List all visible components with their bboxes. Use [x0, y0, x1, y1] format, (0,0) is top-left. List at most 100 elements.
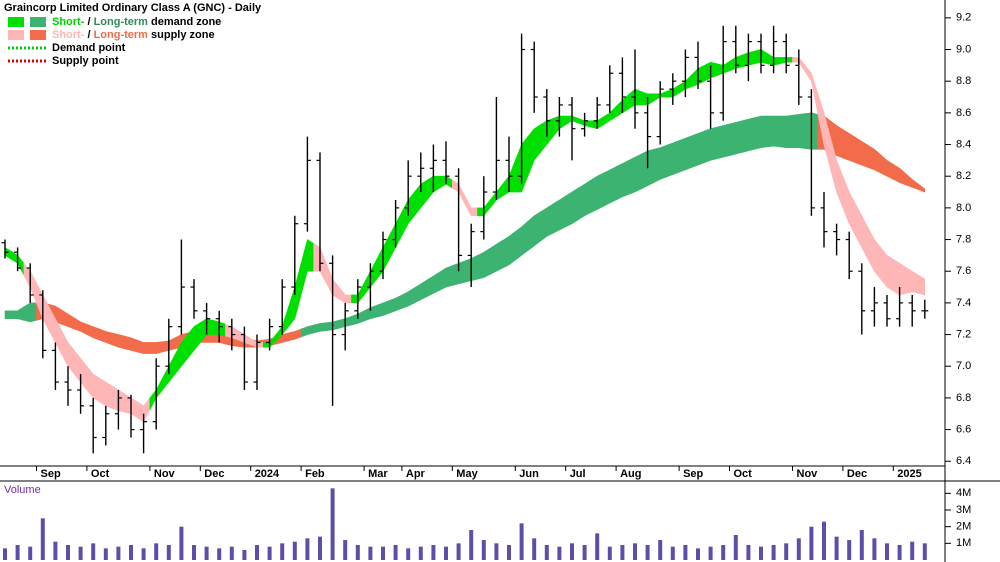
volume-bar	[696, 548, 700, 560]
x-tick-label: May	[456, 468, 478, 480]
volume-bar	[305, 538, 310, 560]
y-tick-label: 8.8	[956, 75, 971, 87]
zone-segment	[754, 115, 768, 150]
volume-bar	[53, 541, 58, 560]
volume-bar	[40, 518, 45, 560]
volume-bar	[469, 530, 474, 560]
zone-segment	[729, 120, 743, 156]
volume-bar	[532, 538, 537, 560]
legend-label-part: Short-	[52, 16, 85, 28]
volume-bar	[393, 545, 398, 560]
volume-bar	[746, 545, 751, 560]
volume-bar	[872, 538, 877, 560]
legend-label: Supply point	[52, 55, 119, 67]
volume-bar	[217, 548, 222, 560]
volume-bar	[129, 545, 133, 560]
volume-bar	[343, 540, 348, 560]
volume-bar	[796, 538, 801, 560]
y-tick-label: 8.2	[956, 170, 971, 182]
y-tick-label: 6.8	[956, 392, 971, 404]
volume-bar	[15, 545, 20, 560]
legend-label: Demand point	[52, 42, 126, 54]
y-tick-label: 2M	[956, 521, 971, 533]
volume-bar	[280, 543, 285, 560]
volume-bar	[192, 545, 196, 560]
volume-bar	[318, 536, 322, 560]
volume-bar	[582, 545, 587, 560]
volume-bar	[922, 543, 927, 560]
y-tick-label: 7.6	[956, 265, 971, 277]
x-tick-label: Dec	[204, 468, 224, 480]
legend-label-part: /	[84, 16, 93, 28]
volume-bar	[595, 533, 600, 560]
legend-label: Short- / Long-term demand zone	[52, 16, 221, 28]
volume-bar	[620, 545, 625, 560]
volume-bar	[330, 488, 335, 560]
x-tick-label: Sep	[41, 468, 61, 480]
x-tick-label: Nov	[797, 468, 819, 480]
volume-bar	[267, 546, 272, 560]
x-tick-label: Aug	[620, 468, 641, 480]
volume-bar	[154, 543, 159, 560]
zone-segment	[766, 115, 781, 148]
volume-bar	[28, 546, 33, 560]
volume-bar	[381, 546, 385, 560]
legend-label: Short- / Long-term supply zone	[52, 29, 215, 41]
volume-bar	[557, 546, 562, 560]
volume-bar	[771, 545, 776, 560]
y-tick-label: 3M	[956, 504, 971, 516]
zone-segment	[653, 144, 667, 184]
zone-segment	[666, 140, 680, 178]
x-tick-label: 2024	[255, 468, 280, 480]
zone-segment	[678, 135, 693, 173]
zone-segment	[603, 166, 617, 207]
legend-label-part: supply zone	[148, 29, 215, 41]
volume-bar	[481, 540, 486, 560]
zone-segment	[703, 126, 718, 164]
legend-label-part: Demand point	[52, 42, 126, 54]
volume-bar	[78, 546, 83, 560]
volume-bar	[418, 546, 423, 560]
x-tick-label: Oct	[734, 468, 753, 480]
chart-title: Graincorp Limited Ordinary Class A (GNC)…	[4, 2, 262, 14]
legend-swatch	[8, 17, 24, 27]
volume-bar	[570, 543, 574, 560]
zone-segment	[23, 302, 37, 323]
volume-bar	[141, 548, 146, 560]
volume-bar	[885, 543, 889, 560]
y-tick-label: 7.2	[956, 328, 971, 340]
x-tick-label: Apr	[406, 468, 426, 480]
x-tick-label: Dec	[847, 468, 867, 480]
zone-segment	[149, 341, 163, 354]
volume-bar	[292, 541, 297, 560]
price-bars	[1, 25, 929, 454]
zone-segment	[779, 114, 793, 148]
y-tick-label: 9.0	[956, 43, 971, 55]
volume-bar	[431, 545, 436, 560]
volume-bar	[204, 546, 209, 560]
volume-bar	[444, 546, 448, 560]
volume-bar	[910, 541, 915, 560]
x-tick-label: Sep	[683, 468, 703, 480]
y-tick-label: 6.4	[956, 455, 971, 467]
zone-segment	[918, 274, 926, 296]
volume-bar	[809, 526, 814, 560]
zone-segment	[590, 172, 604, 214]
volume-bar	[721, 545, 726, 560]
zone-segment	[628, 153, 642, 195]
volume-bar	[3, 548, 7, 560]
volume-bar	[834, 536, 839, 560]
y-tick-label: 4M	[956, 487, 971, 499]
y-tick-label: 7.4	[956, 297, 971, 309]
volume-bar	[897, 545, 902, 560]
y-tick-label: 9.2	[956, 12, 971, 24]
volume-title: Volume	[4, 484, 41, 496]
legend-label-part: Short-	[52, 29, 85, 41]
volume-bar	[494, 543, 499, 560]
volume-bar	[368, 546, 373, 560]
legend-label-part: Long-term	[94, 16, 149, 28]
volume-bar	[607, 546, 612, 560]
volume-bar	[103, 548, 108, 560]
